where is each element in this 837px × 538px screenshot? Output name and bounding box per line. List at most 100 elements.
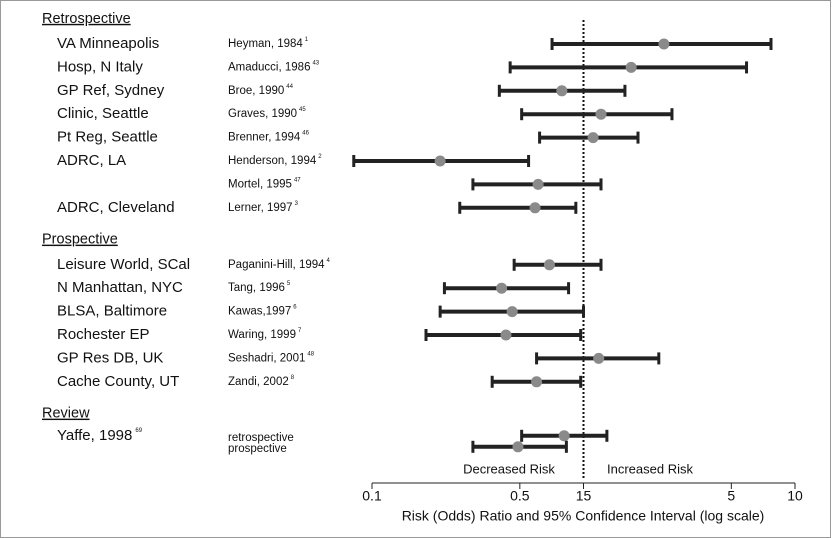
study-label: Brenner, 1994 46 xyxy=(228,130,310,143)
point-estimate xyxy=(506,306,518,318)
site-name: ADRC, LA xyxy=(57,152,126,169)
site-name: BLSA, Baltimore xyxy=(57,303,167,320)
reference-number: 45 xyxy=(299,107,306,113)
reference-number: 47 xyxy=(294,177,301,183)
site-name: ADRC, Cleveland xyxy=(57,199,175,216)
site-label: VA Minneapolis xyxy=(57,35,159,52)
point-estimate xyxy=(587,132,599,144)
study-label: Paganini-Hill, 1994 4 xyxy=(228,257,331,270)
site-name: GP Ref, Sydney xyxy=(57,82,165,99)
study-label: Tang, 1996 5 xyxy=(228,281,291,294)
point-estimate xyxy=(531,376,543,388)
x-tick-label: 15 xyxy=(576,488,592,504)
site-label: ADRC, LA xyxy=(57,152,126,169)
site-name: Pt Reg, Seattle xyxy=(57,129,158,146)
study-label: Amaducci, 1986 43 xyxy=(228,60,320,73)
study-name: Mortel, 1995 xyxy=(228,178,292,190)
site-name: Yaffe, 1998 xyxy=(57,427,132,444)
study-label: retrospective xyxy=(228,432,294,444)
study-label: Henderson, 1994 2 xyxy=(228,154,322,167)
annotation: Decreased Risk xyxy=(463,461,555,476)
study-label: Kawas,1997 6 xyxy=(228,304,297,317)
study-label: Waring, 1999 7 xyxy=(228,328,302,341)
site-label: GP Res DB, UK xyxy=(57,349,163,366)
x-tick-label: 0.1 xyxy=(362,488,382,504)
x-axis-label: Risk (Odds) Ratio and 95% Confidence Int… xyxy=(402,508,765,524)
point-estimate xyxy=(556,85,568,97)
study-name: Heyman, 1984 xyxy=(228,38,303,50)
reference-number: 69 xyxy=(135,427,142,433)
study-label: Seshadri, 2001 48 xyxy=(228,351,315,364)
reference-number: 7 xyxy=(298,328,302,334)
point-estimate xyxy=(512,441,524,453)
reference-number: 6 xyxy=(293,304,297,310)
point-estimate xyxy=(595,108,607,120)
study-name: Kawas,1997 xyxy=(228,306,291,318)
study-name: Lerner, 1997 xyxy=(228,202,293,214)
group-heading: Prospective xyxy=(42,232,118,248)
study-name: Henderson, 1994 xyxy=(228,155,317,167)
site-name: Clinic, Seattle xyxy=(57,105,149,122)
point-estimate xyxy=(500,329,512,341)
study-name: Amaducci, 1986 xyxy=(228,61,310,73)
point-estimate xyxy=(434,155,446,167)
point-estimate xyxy=(496,282,508,294)
x-tick-label: 0.5 xyxy=(510,488,530,504)
reference-number: 43 xyxy=(312,60,319,66)
reference-number: 44 xyxy=(286,83,293,89)
site-name: Rochester EP xyxy=(57,326,150,343)
site-label: Leisure World, SCal xyxy=(57,256,190,273)
site-label: Rochester EP xyxy=(57,326,150,343)
site-label: N Manhattan, NYC xyxy=(57,279,183,296)
site-name: Cache County, UT xyxy=(57,373,179,390)
point-estimate xyxy=(558,430,570,442)
point-estimate xyxy=(529,202,541,214)
study-label: prospective xyxy=(228,443,287,455)
study-label: Heyman, 1984 1 xyxy=(228,37,309,50)
study-name: prospective xyxy=(228,443,287,455)
site-name: Leisure World, SCal xyxy=(57,256,190,273)
study-name: Waring, 1999 xyxy=(228,329,296,341)
reference-number: 1 xyxy=(305,37,309,43)
site-name: GP Res DB, UK xyxy=(57,349,163,366)
site-name: N Manhattan, NYC xyxy=(57,279,183,296)
site-name: VA Minneapolis xyxy=(57,35,159,52)
study-name: Tang, 1996 xyxy=(228,282,285,294)
study-label: Mortel, 1995 47 xyxy=(228,177,301,190)
site-label: Clinic, Seattle xyxy=(57,105,149,122)
study-name: Graves, 1990 xyxy=(228,108,297,120)
group-heading: Review xyxy=(42,406,90,422)
x-tick-label: 5 xyxy=(727,488,735,504)
site-label: Hosp, N Italy xyxy=(57,58,143,75)
point-estimate xyxy=(625,61,637,73)
site-label: Yaffe, 1998 69 xyxy=(57,427,143,444)
study-name: retrospective xyxy=(228,432,294,444)
reference-number: 48 xyxy=(307,351,314,357)
reference-number: 2 xyxy=(318,154,322,160)
study-label: Graves, 1990 45 xyxy=(228,107,306,120)
site-label: Cache County, UT xyxy=(57,373,179,390)
reference-number: 46 xyxy=(302,130,309,136)
reference-number: 3 xyxy=(295,200,299,206)
study-label: Broe, 1990 44 xyxy=(228,83,294,96)
group-heading: Retrospective xyxy=(42,11,131,27)
site-label: GP Ref, Sydney xyxy=(57,82,165,99)
study-name: Paganini-Hill, 1994 xyxy=(228,259,325,271)
site-label: Pt Reg, Seattle xyxy=(57,129,158,146)
reference-number: 8 xyxy=(291,374,295,380)
site-name: Hosp, N Italy xyxy=(57,58,143,75)
point-estimate xyxy=(532,178,544,190)
reference-number: 4 xyxy=(327,257,331,263)
study-name: Broe, 1990 xyxy=(228,85,284,97)
study-name: Seshadri, 2001 xyxy=(228,352,305,364)
study-name: Zandi, 2002 xyxy=(228,376,289,388)
point-estimate xyxy=(658,38,670,50)
reference-number: 5 xyxy=(287,281,291,287)
point-estimate xyxy=(543,259,555,271)
annotation: Increased Risk xyxy=(607,461,693,476)
study-label: Lerner, 1997 3 xyxy=(228,200,299,213)
x-tick-label: 10 xyxy=(787,488,803,504)
study-name: Brenner, 1994 xyxy=(228,132,301,144)
site-label: BLSA, Baltimore xyxy=(57,303,167,320)
